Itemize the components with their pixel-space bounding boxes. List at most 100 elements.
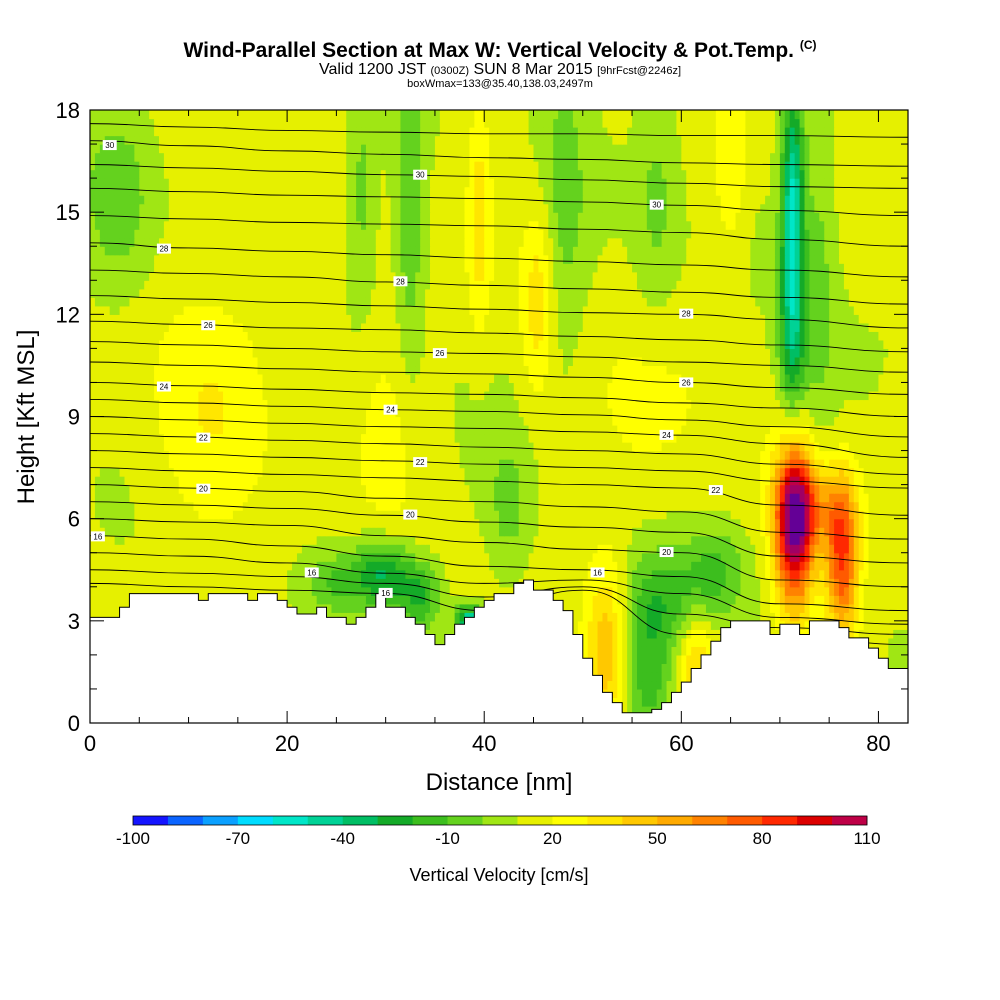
velocity-cell [139, 569, 145, 579]
velocity-cell [489, 501, 495, 511]
velocity-cell [636, 467, 643, 477]
velocity-cell [523, 493, 530, 503]
velocity-cell [454, 569, 461, 579]
velocity-cell [208, 544, 214, 554]
velocity-cell [622, 637, 628, 647]
velocity-cell [607, 493, 613, 503]
velocity-cell [163, 493, 170, 503]
velocity-cell [292, 518, 298, 528]
velocity-cell [883, 527, 889, 537]
velocity-cell [636, 688, 643, 699]
velocity-cell [755, 501, 761, 511]
velocity-cell [272, 493, 278, 503]
chart-title: Wind-Parallel Section at Max W: Vertical… [0, 38, 1000, 63]
velocity-cell [425, 569, 431, 579]
velocity-cell [415, 586, 421, 596]
velocity-cell [843, 544, 850, 554]
velocity-cell [523, 535, 530, 545]
velocity-cell [503, 544, 510, 554]
velocity-cell [770, 578, 776, 588]
velocity-cell [627, 629, 633, 639]
velocity-cell [503, 586, 510, 596]
velocity-cell [666, 518, 673, 528]
velocity-cell [730, 467, 737, 477]
velocity-cell [671, 476, 677, 486]
velocity-cell [893, 586, 899, 596]
velocity-cell [213, 527, 219, 537]
velocity-cell [499, 484, 505, 494]
velocity-cell [548, 527, 554, 537]
velocity-cell [129, 459, 135, 469]
velocity-cell [819, 518, 825, 528]
velocity-cell [627, 552, 633, 562]
velocity-cell [696, 493, 702, 503]
velocity-cell [400, 476, 406, 486]
velocity-cell [765, 561, 771, 571]
velocity-cell [434, 484, 441, 494]
velocity-cell [893, 663, 899, 673]
velocity-cell [346, 510, 352, 520]
velocity-cell [272, 544, 278, 554]
velocity-cell [104, 501, 111, 511]
velocity-cell [163, 561, 170, 571]
velocity-cell [208, 569, 214, 579]
velocity-cell [636, 629, 643, 639]
velocity-cell [232, 561, 239, 571]
velocity-cell [641, 527, 648, 537]
velocity-cell [770, 535, 776, 545]
velocity-cell [858, 493, 865, 503]
velocity-cell [370, 527, 377, 537]
velocity-cell [227, 527, 234, 537]
velocity-cell [287, 544, 293, 554]
velocity-cell [439, 501, 446, 511]
velocity-cell [489, 586, 495, 596]
velocity-cell [774, 586, 781, 596]
velocity-cell [745, 612, 751, 622]
velocity-cell [853, 578, 860, 588]
velocity-cell [499, 476, 505, 486]
velocity-cell [474, 467, 480, 477]
velocity-cell [740, 595, 746, 605]
velocity-cell [686, 620, 692, 630]
velocity-cell [277, 569, 283, 579]
velocity-cell [868, 603, 875, 613]
velocity-cell [553, 510, 559, 520]
velocity-cell [144, 569, 150, 579]
velocity-cell [375, 467, 382, 477]
velocity-cell [612, 629, 618, 639]
velocity-cell [607, 518, 613, 528]
velocity-cell [735, 544, 742, 554]
forecast-label: [9hrFcst@2246z] [597, 65, 682, 77]
velocity-cell [636, 501, 643, 511]
velocity-cell [499, 467, 505, 477]
velocity-cell [745, 484, 751, 494]
velocity-cell [814, 518, 820, 528]
velocity-cell [819, 510, 825, 520]
velocity-cell [144, 484, 150, 494]
velocity-cell [292, 467, 298, 477]
velocity-cell [824, 595, 830, 605]
velocity-cell [499, 561, 505, 571]
velocity-cell [824, 569, 830, 579]
velocity-cell [464, 586, 471, 596]
velocity-cell [641, 620, 648, 630]
velocity-cell [553, 595, 559, 605]
velocity-cell [681, 510, 687, 520]
velocity-cell [341, 552, 347, 562]
velocity-cell [99, 518, 106, 528]
velocity-cell [863, 501, 870, 511]
velocity-cell [262, 586, 268, 596]
velocity-cell [681, 552, 687, 562]
velocity-cell [316, 595, 323, 605]
velocity-cell [430, 552, 436, 562]
velocity-cell [232, 535, 239, 545]
velocity-cell [375, 518, 382, 528]
velocity-cell [469, 527, 475, 537]
velocity-cell [90, 569, 96, 579]
velocity-cell [784, 586, 791, 596]
velocity-cell [636, 484, 643, 494]
velocity-cell [385, 561, 392, 571]
velocity-cell [617, 646, 623, 656]
velocity-cell [149, 493, 155, 503]
velocity-cell [868, 552, 875, 562]
